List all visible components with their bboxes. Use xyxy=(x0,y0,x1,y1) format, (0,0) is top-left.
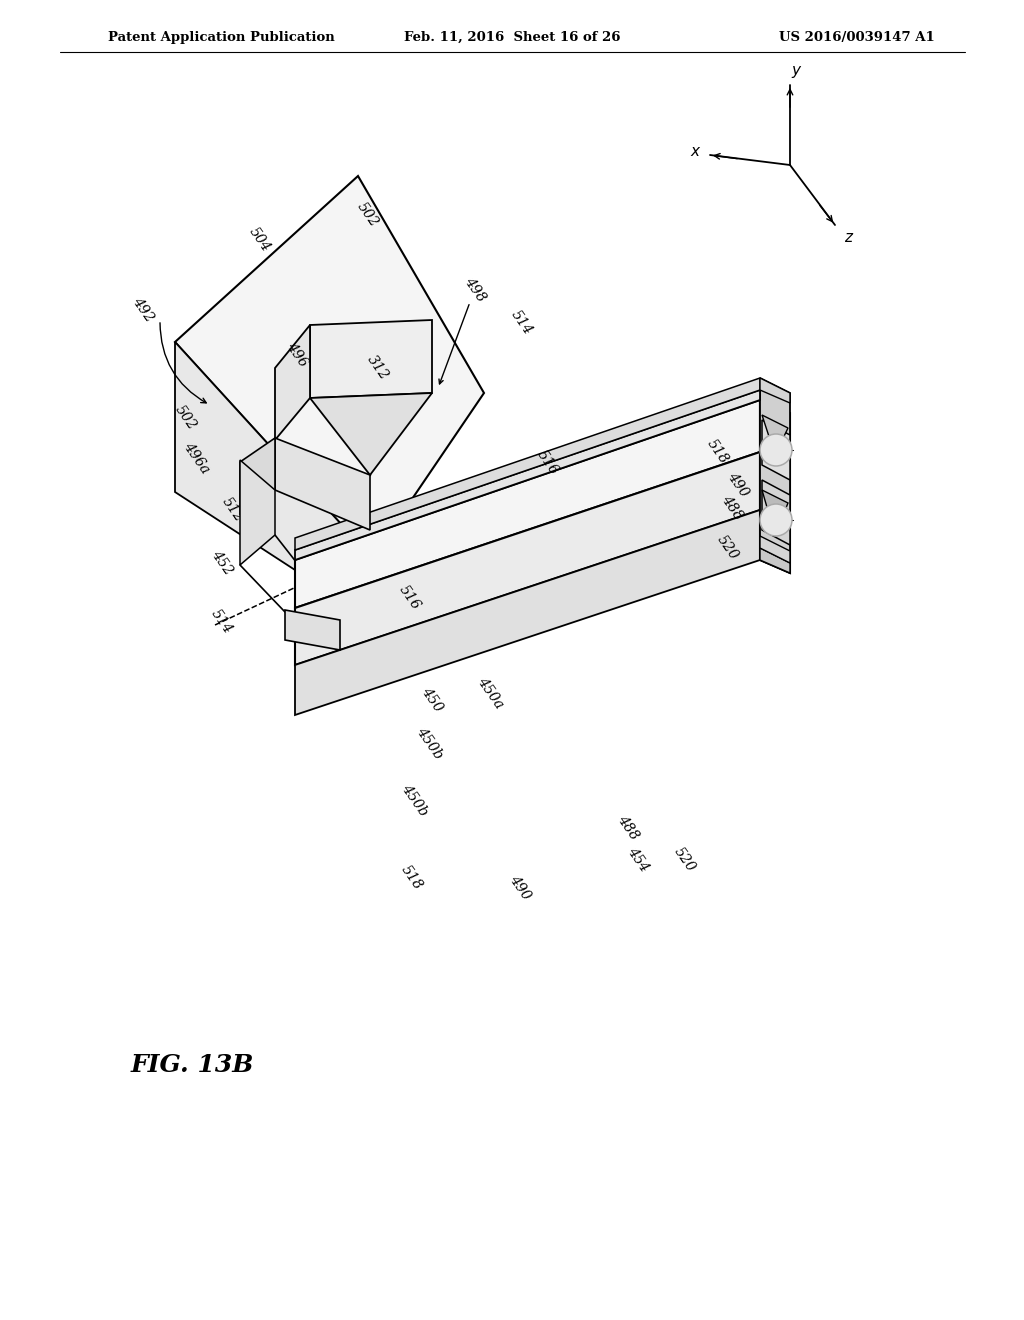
Polygon shape xyxy=(240,459,275,565)
Text: 450b: 450b xyxy=(414,725,445,762)
Polygon shape xyxy=(310,393,432,475)
Text: 516: 516 xyxy=(396,583,423,612)
Text: 488: 488 xyxy=(719,494,745,523)
Polygon shape xyxy=(295,378,760,550)
Text: 512: 512 xyxy=(219,495,247,525)
Text: 450b: 450b xyxy=(399,781,431,818)
Text: FIG. 13B: FIG. 13B xyxy=(130,1053,254,1077)
Polygon shape xyxy=(762,490,788,535)
Text: US 2016/0039147 A1: US 2016/0039147 A1 xyxy=(779,30,935,44)
Polygon shape xyxy=(175,342,372,620)
Text: 452: 452 xyxy=(209,548,236,578)
Polygon shape xyxy=(760,400,790,573)
Polygon shape xyxy=(760,536,790,564)
Text: 504: 504 xyxy=(247,226,273,255)
Text: 492: 492 xyxy=(130,296,157,325)
Text: 454: 454 xyxy=(625,845,651,875)
Text: 502: 502 xyxy=(173,403,200,433)
Text: 490: 490 xyxy=(507,873,534,903)
Polygon shape xyxy=(760,548,790,573)
Text: y: y xyxy=(792,62,801,78)
Text: Feb. 11, 2016  Sheet 16 of 26: Feb. 11, 2016 Sheet 16 of 26 xyxy=(403,30,621,44)
Text: 496a: 496a xyxy=(180,440,212,477)
Polygon shape xyxy=(762,414,788,455)
Text: 520: 520 xyxy=(672,845,698,875)
Text: 498: 498 xyxy=(462,275,488,305)
Polygon shape xyxy=(295,451,760,665)
Circle shape xyxy=(760,504,792,536)
Text: 518: 518 xyxy=(705,437,731,467)
Polygon shape xyxy=(295,389,760,560)
Circle shape xyxy=(760,434,792,466)
Polygon shape xyxy=(762,480,790,545)
Polygon shape xyxy=(310,319,432,399)
Text: 496: 496 xyxy=(284,341,310,370)
Text: 520: 520 xyxy=(715,533,741,562)
Text: 490: 490 xyxy=(725,470,752,500)
Text: 450: 450 xyxy=(419,685,445,715)
Polygon shape xyxy=(240,438,275,515)
Text: 488: 488 xyxy=(614,813,641,843)
Text: 450a: 450a xyxy=(474,675,506,711)
Text: 516: 516 xyxy=(535,447,561,478)
Polygon shape xyxy=(760,378,790,403)
Text: z: z xyxy=(844,230,852,244)
Text: x: x xyxy=(690,144,699,158)
Text: 502: 502 xyxy=(354,201,381,230)
Text: 518: 518 xyxy=(398,863,425,892)
Polygon shape xyxy=(275,325,310,440)
Text: 514: 514 xyxy=(509,308,536,338)
Polygon shape xyxy=(295,510,760,715)
Text: 514: 514 xyxy=(209,607,236,638)
Polygon shape xyxy=(760,378,790,573)
Polygon shape xyxy=(295,400,760,609)
Text: Patent Application Publication: Patent Application Publication xyxy=(108,30,335,44)
Polygon shape xyxy=(762,420,790,480)
Polygon shape xyxy=(285,610,340,649)
Polygon shape xyxy=(175,176,484,558)
Polygon shape xyxy=(275,438,370,531)
Text: 312: 312 xyxy=(365,352,391,383)
